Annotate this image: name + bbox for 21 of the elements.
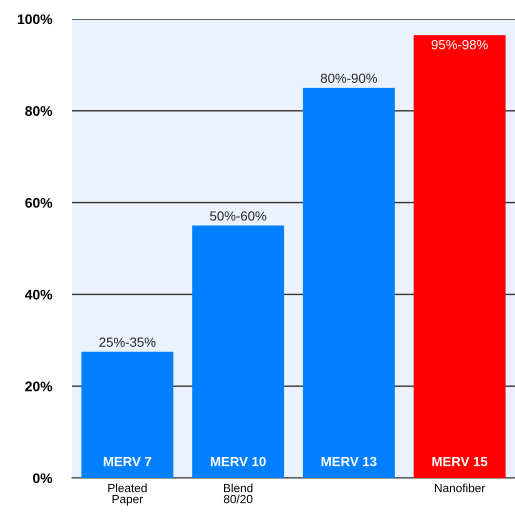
x-tick-label: Blend 80/20 bbox=[224, 484, 252, 504]
annotation: MERV 7 bbox=[104, 457, 152, 466]
annotation: MERV 13 bbox=[322, 456, 377, 466]
x-tick-label: Pleated Paper bbox=[108, 484, 147, 506]
y-tick-label: 80% bbox=[25, 106, 52, 116]
bar bbox=[81, 352, 174, 478]
annotation: MERV 15 bbox=[432, 457, 488, 466]
y-tick-label: 60% bbox=[25, 198, 52, 208]
y-tick-label: 0% bbox=[33, 473, 52, 484]
bar bbox=[302, 88, 395, 478]
annotation: 25%-35% bbox=[99, 338, 156, 347]
annotation: 50%-60% bbox=[210, 211, 266, 221]
annotation: 80%-90% bbox=[320, 74, 378, 83]
annotation: 95%-98% bbox=[432, 40, 488, 50]
bar bbox=[414, 35, 506, 478]
x-tick-label: Nanofiber bbox=[435, 484, 486, 492]
y-tick-label: 20% bbox=[25, 382, 52, 392]
y-tick-label: 100% bbox=[18, 14, 52, 24]
bar bbox=[192, 226, 284, 478]
annotation: MERV 10 bbox=[210, 456, 266, 466]
y-tick-label: 40% bbox=[24, 290, 52, 300]
